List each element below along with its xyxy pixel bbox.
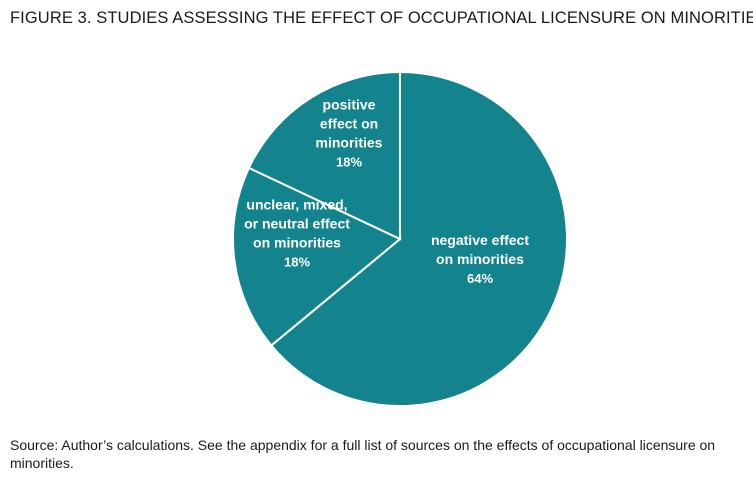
slice-percent: 64% — [467, 271, 493, 286]
label-positive-effect: positive effect on minorities 18% — [316, 97, 383, 170]
slice-label-line: or neutral effect — [244, 216, 350, 232]
slice-unclear-effect — [232, 166, 402, 347]
slice-label-line: positive — [323, 97, 376, 113]
slice-percent: 18% — [336, 155, 362, 170]
slice-label-line: effect on — [320, 116, 378, 132]
pie-labels: negative effect on minorities 64% unclear, … — [244, 97, 529, 287]
slice-positive-effect — [247, 70, 401, 241]
label-negative-effect: negative effect on minorities 64% — [431, 232, 529, 286]
slice-label-line: negative effect — [431, 232, 529, 248]
figure-title: FIGURE 3. STUDIES ASSESSING THE EFFECT O… — [10, 9, 753, 27]
slice-negative-effect — [269, 70, 568, 407]
label-unclear-effect: unclear, mixed, or neutral effect on minor… — [244, 197, 350, 270]
slice-label-line: on minorities — [253, 235, 341, 251]
pie-slices — [232, 70, 568, 407]
slice-label-line: on minorities — [436, 251, 524, 267]
source-note: Source: Author’s calculations. See the a… — [10, 437, 716, 471]
slice-label-line: minorities — [316, 135, 383, 151]
slice-percent: 18% — [284, 255, 310, 270]
slice-label-line: unclear, mixed, — [246, 197, 347, 213]
